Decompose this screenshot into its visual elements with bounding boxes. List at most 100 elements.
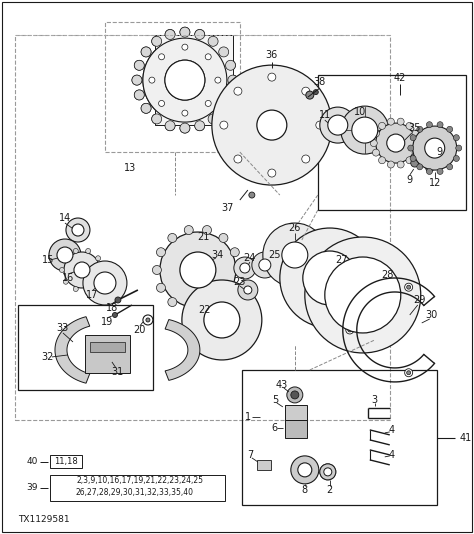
Text: 34: 34 bbox=[212, 250, 224, 260]
Circle shape bbox=[100, 268, 104, 272]
Circle shape bbox=[182, 110, 188, 116]
Circle shape bbox=[240, 263, 250, 273]
Circle shape bbox=[180, 123, 190, 133]
Circle shape bbox=[208, 36, 218, 46]
Circle shape bbox=[437, 168, 443, 175]
Circle shape bbox=[195, 29, 205, 40]
Text: 21: 21 bbox=[198, 232, 210, 242]
Circle shape bbox=[182, 110, 188, 116]
Circle shape bbox=[230, 283, 239, 292]
Circle shape bbox=[83, 261, 127, 305]
Bar bbox=[15, 35, 390, 420]
Bar bbox=[285, 405, 307, 420]
Circle shape bbox=[426, 164, 434, 172]
Circle shape bbox=[219, 103, 228, 113]
Circle shape bbox=[268, 73, 276, 81]
Circle shape bbox=[73, 287, 78, 292]
Circle shape bbox=[64, 256, 68, 261]
Text: 10: 10 bbox=[354, 107, 366, 117]
Circle shape bbox=[195, 121, 205, 131]
Circle shape bbox=[141, 47, 151, 57]
Circle shape bbox=[115, 297, 121, 303]
Circle shape bbox=[219, 103, 228, 113]
Text: 43: 43 bbox=[276, 380, 288, 390]
Circle shape bbox=[249, 192, 255, 198]
Circle shape bbox=[219, 297, 228, 307]
Circle shape bbox=[302, 155, 310, 163]
Circle shape bbox=[165, 60, 205, 100]
Circle shape bbox=[96, 279, 100, 284]
Circle shape bbox=[134, 60, 144, 70]
Circle shape bbox=[298, 463, 312, 477]
Text: 1: 1 bbox=[245, 412, 251, 422]
Circle shape bbox=[149, 77, 155, 83]
Text: 9: 9 bbox=[437, 147, 443, 157]
Circle shape bbox=[447, 127, 453, 132]
Circle shape bbox=[165, 29, 175, 40]
Circle shape bbox=[414, 139, 421, 146]
Circle shape bbox=[86, 287, 91, 292]
Circle shape bbox=[320, 107, 356, 143]
Text: 8: 8 bbox=[302, 485, 308, 495]
Text: 20: 20 bbox=[134, 325, 146, 335]
Circle shape bbox=[234, 265, 243, 274]
Circle shape bbox=[134, 90, 144, 100]
Circle shape bbox=[208, 114, 218, 124]
Circle shape bbox=[287, 387, 303, 403]
Circle shape bbox=[226, 90, 236, 100]
Circle shape bbox=[324, 468, 332, 476]
Text: 14: 14 bbox=[59, 213, 71, 223]
Circle shape bbox=[182, 280, 262, 360]
Circle shape bbox=[195, 121, 205, 131]
Circle shape bbox=[208, 114, 218, 124]
Bar bbox=[50, 455, 82, 468]
Circle shape bbox=[168, 297, 177, 307]
Circle shape bbox=[49, 239, 81, 271]
Text: 42: 42 bbox=[393, 73, 406, 83]
Circle shape bbox=[405, 369, 413, 376]
Bar bbox=[257, 460, 271, 470]
Circle shape bbox=[226, 60, 236, 70]
Circle shape bbox=[234, 155, 242, 163]
Circle shape bbox=[306, 91, 314, 99]
Circle shape bbox=[397, 161, 404, 168]
Circle shape bbox=[373, 130, 380, 137]
Bar bbox=[242, 370, 437, 505]
Circle shape bbox=[215, 77, 221, 83]
Circle shape bbox=[159, 54, 164, 60]
Text: 27: 27 bbox=[336, 255, 348, 265]
Circle shape bbox=[159, 100, 164, 106]
Bar bbox=[318, 75, 466, 210]
Circle shape bbox=[205, 100, 211, 106]
Circle shape bbox=[234, 257, 256, 279]
Circle shape bbox=[141, 47, 151, 57]
Bar bbox=[285, 420, 307, 438]
Circle shape bbox=[226, 90, 236, 100]
Text: 26: 26 bbox=[289, 223, 301, 233]
Circle shape bbox=[173, 68, 197, 92]
Circle shape bbox=[59, 268, 64, 272]
Circle shape bbox=[263, 223, 327, 287]
Text: 3: 3 bbox=[372, 395, 378, 405]
Circle shape bbox=[188, 260, 208, 280]
Circle shape bbox=[57, 247, 73, 263]
Circle shape bbox=[134, 90, 144, 100]
Text: 5: 5 bbox=[272, 395, 278, 405]
Text: 19: 19 bbox=[101, 317, 113, 327]
Circle shape bbox=[64, 252, 100, 288]
Circle shape bbox=[165, 29, 175, 40]
Circle shape bbox=[134, 60, 144, 70]
Circle shape bbox=[226, 60, 236, 70]
Text: 24: 24 bbox=[244, 253, 256, 263]
Circle shape bbox=[412, 130, 419, 137]
Text: 7: 7 bbox=[247, 450, 253, 460]
Circle shape bbox=[257, 110, 287, 140]
Text: 17: 17 bbox=[86, 290, 98, 300]
Text: 2,3,9,10,16,17,19,21,22,23,24,25: 2,3,9,10,16,17,19,21,22,23,24,25 bbox=[76, 476, 203, 485]
Circle shape bbox=[316, 121, 324, 129]
Circle shape bbox=[132, 75, 142, 85]
Circle shape bbox=[156, 283, 165, 292]
Circle shape bbox=[212, 65, 332, 185]
Text: 2: 2 bbox=[327, 485, 333, 495]
Circle shape bbox=[373, 149, 380, 156]
